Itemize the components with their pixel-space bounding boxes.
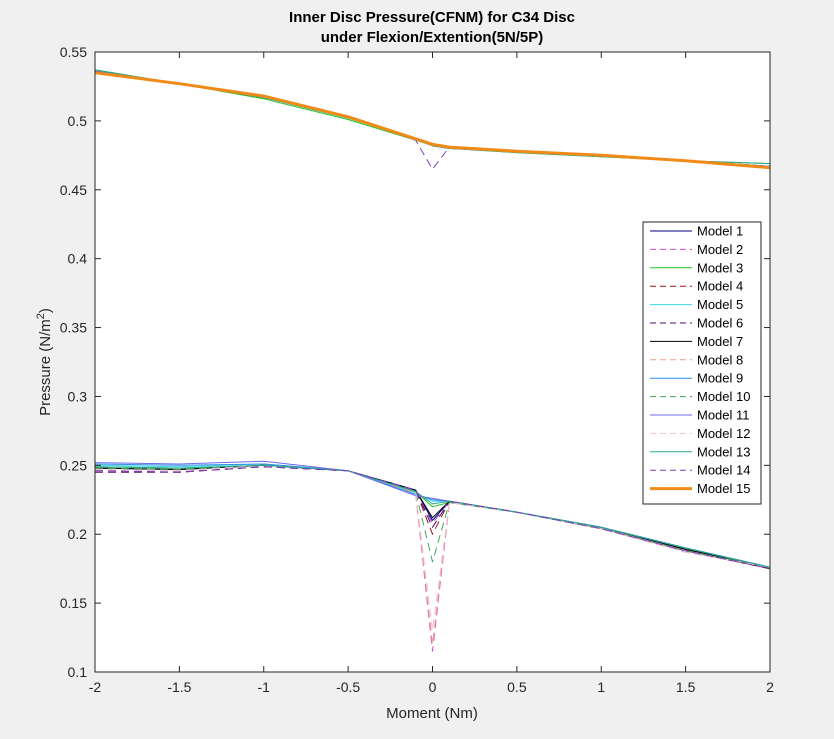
y-tick-label: 0.3 <box>68 388 88 404</box>
x-ticks: -2 -1.5 -1 -0.5 0 0.5 1 1.5 2 <box>89 52 774 695</box>
y-tick-label: 0.25 <box>60 457 87 473</box>
plot-lines <box>94 69 771 652</box>
y-tick-label: 0.55 <box>60 44 87 60</box>
legend-label-model-1: Model 1 <box>697 224 743 239</box>
y-tick-label: 0.1 <box>68 664 88 680</box>
x-tick-label: 0.5 <box>507 679 527 695</box>
chart-title-line-2: under Flexion/Extention(5N/5P) <box>321 29 544 46</box>
legend-label-model-6: Model 6 <box>697 316 743 331</box>
series-line-model-10-lower <box>94 464 771 568</box>
legend-label-model-10: Model 10 <box>697 389 750 404</box>
series-line-model-13-lower <box>94 464 771 568</box>
legend-label-model-4: Model 4 <box>697 279 743 294</box>
y-axis-label-superscript: 2 <box>35 313 47 319</box>
y-tick-label: 0.5 <box>68 113 88 129</box>
legend-label-model-3: Model 3 <box>697 260 743 275</box>
y-axis-label-text: Pressure (N/m <box>37 319 54 416</box>
y-tick-label: 0.45 <box>60 182 87 198</box>
legend-label-model-12: Model 12 <box>697 426 750 441</box>
x-tick-label: -0.5 <box>336 679 360 695</box>
legend: Model 1 Model 2 Model 3 Model 4 Model 5 Model… <box>642 221 762 505</box>
x-tick-label: -1.5 <box>167 679 191 695</box>
x-axis-label: Moment (Nm) <box>386 705 478 722</box>
legend-label-model-7: Model 7 <box>697 334 743 349</box>
legend-label-model-9: Model 9 <box>697 371 743 386</box>
legend-label-model-14: Model 14 <box>697 463 750 478</box>
x-tick-label: 0 <box>429 679 437 695</box>
x-tick-label: -2 <box>89 679 102 695</box>
legend-label-model-11: Model 11 <box>697 408 750 423</box>
legend-label-model-5: Model 5 <box>697 297 743 312</box>
y-tick-label: 0.35 <box>60 320 87 336</box>
x-tick-label: 2 <box>766 679 774 695</box>
legend-box <box>642 221 762 505</box>
x-tick-label: -1 <box>258 679 271 695</box>
series-line-model-2-lower <box>94 464 771 652</box>
chart-title-line-1: Inner Disc Pressure(CFNM) for C34 Disc <box>289 9 575 26</box>
series-line-model-15-upper <box>94 71 771 170</box>
y-axis-label-close: ) <box>37 308 54 313</box>
y-tick-label: 0.2 <box>68 526 88 542</box>
x-tick-label: 1.5 <box>676 679 696 695</box>
y-ticks: 0.1 0.15 0.2 0.25 0.3 0.35 0.4 0.45 0.5 0.55 <box>60 44 770 680</box>
legend-items: Model 1 Model 2 Model 3 Model 4 Model 5 Model… <box>650 224 750 496</box>
legend-label-model-15: Model 15 <box>697 481 750 496</box>
y-tick-label: 0.4 <box>68 251 88 267</box>
legend-label-model-2: Model 2 <box>697 242 743 257</box>
legend-label-model-8: Model 8 <box>697 352 743 367</box>
legend-label-model-13: Model 13 <box>697 444 750 459</box>
y-tick-label: 0.15 <box>60 595 87 611</box>
y-axis-label: Pressure (N/m2) <box>35 308 54 416</box>
x-tick-label: 1 <box>597 679 605 695</box>
